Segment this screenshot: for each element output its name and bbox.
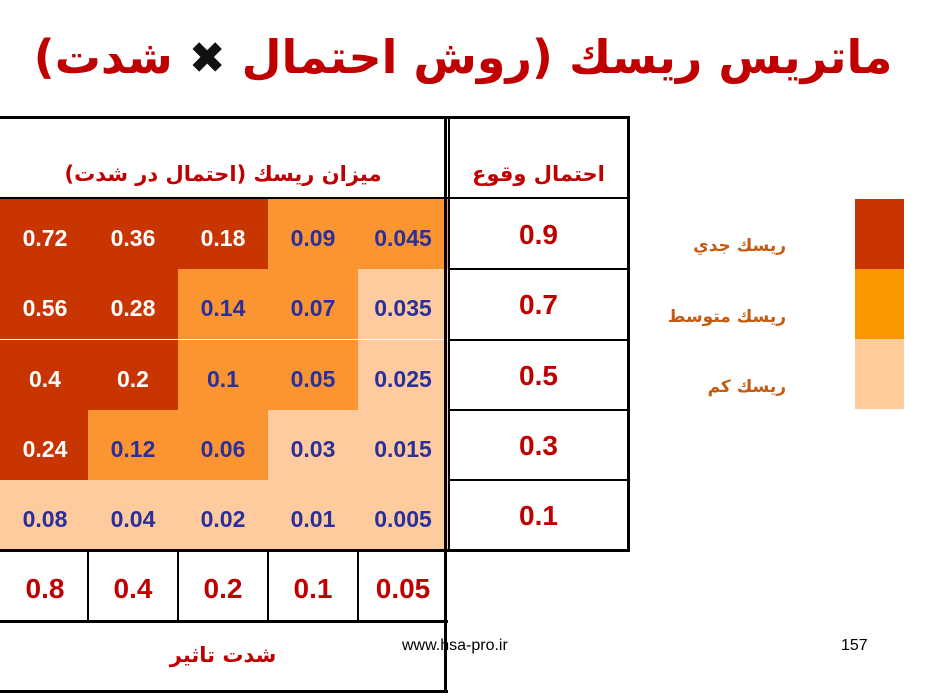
risk-level-header: میزان ریسك (احتمال در شدت)	[64, 162, 382, 186]
risk-cell: 0.06	[178, 410, 268, 480]
title-text-start: ماتریس ریسك (روش احتمال	[241, 30, 893, 84]
table-border	[87, 551, 89, 621]
risk-cell: 0.56	[0, 269, 90, 339]
legend-swatch-low	[855, 339, 904, 409]
risk-cell: 0.025	[358, 340, 448, 410]
risk-cell: 0.02	[178, 480, 268, 550]
severity-value: 0.2	[203, 573, 243, 604]
table-border	[0, 690, 448, 693]
table-border	[0, 197, 629, 199]
risk-cell: 0.04	[88, 480, 178, 550]
risk-cell: 0.08	[0, 480, 90, 550]
risk-cell: 0.01	[268, 480, 358, 550]
risk-cell: 0.2	[88, 340, 178, 410]
risk-cell: 0.015	[358, 410, 448, 480]
risk-cell: 0.24	[0, 410, 90, 480]
table-border	[267, 551, 269, 621]
slide-title: ماتریس ریسك (روش احتمال ✖ شدت)	[0, 22, 926, 94]
risk-cell: 0.045	[358, 199, 448, 269]
risk-cell: 0.07	[268, 269, 358, 339]
page-number: 157	[841, 637, 868, 654]
risk-cell: 0.09	[268, 199, 358, 269]
probability-value: 0.9	[519, 219, 558, 250]
table-border	[627, 116, 630, 552]
website-url: www.hsa-pro.ir	[402, 637, 508, 654]
risk-cell: 0.4	[0, 340, 90, 410]
table-border	[0, 116, 629, 119]
risk-cell: 0.1	[178, 340, 268, 410]
legend-swatch-medium	[855, 269, 904, 339]
probability-value: 0.3	[519, 430, 558, 461]
risk-cell: 0.005	[358, 480, 448, 550]
table-border	[177, 551, 179, 621]
table-border	[0, 549, 629, 552]
risk-cell: 0.14	[178, 269, 268, 339]
risk-cell: 0.12	[88, 410, 178, 480]
risk-cell: 0.05	[268, 340, 358, 410]
table-border	[449, 339, 629, 341]
legend-label-high: ریسك جدي	[693, 236, 786, 256]
table-border	[357, 551, 359, 621]
legend-swatch-high	[855, 199, 904, 269]
table-border	[449, 479, 629, 481]
probability-value: 0.5	[519, 360, 558, 391]
risk-cell: 0.36	[88, 199, 178, 269]
table-border	[0, 620, 448, 623]
table-border	[448, 116, 450, 552]
legend-label-low: ریسك كم	[707, 377, 786, 397]
severity-header: شدت تاثیر	[169, 643, 277, 667]
title-text-end: شدت)	[33, 30, 173, 84]
risk-cell: 0.18	[178, 199, 268, 269]
probability-header: احتمال وقوع	[472, 162, 605, 186]
multiply-icon: ✖	[188, 33, 226, 84]
probability-value: 0.1	[519, 500, 558, 531]
table-border	[449, 409, 629, 411]
risk-cell: 0.28	[88, 269, 178, 339]
severity-value: 0.4	[113, 573, 153, 604]
legend-label-medium: ریسك متوسط	[667, 307, 786, 327]
probability-value: 0.7	[519, 289, 558, 320]
severity-value: 0.8	[25, 573, 65, 604]
severity-value: 0.05	[375, 573, 431, 604]
table-border	[449, 268, 629, 270]
table-border	[444, 116, 447, 693]
risk-cell: 0.72	[0, 199, 90, 269]
severity-value: 0.1	[293, 573, 333, 604]
risk-cell: 0.03	[268, 410, 358, 480]
risk-cell: 0.035	[358, 269, 448, 339]
